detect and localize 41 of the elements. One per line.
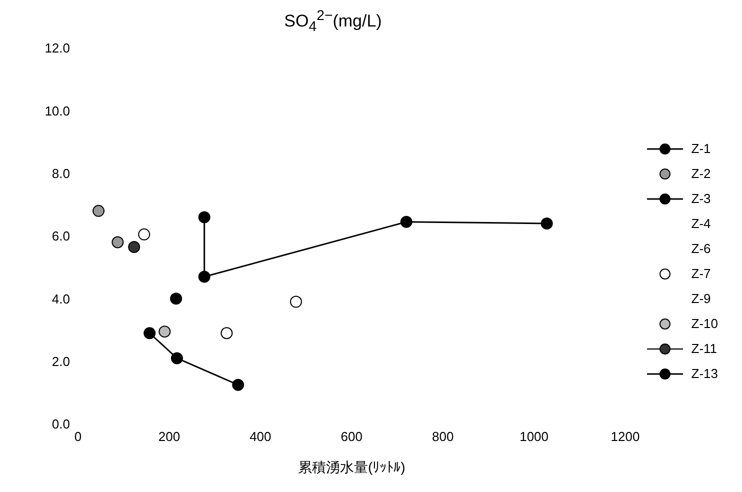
point	[220, 327, 233, 340]
y-tick-label: 2.0	[52, 354, 70, 369]
y-tick-label: 0.0	[52, 416, 70, 432]
legend-label: Z-13	[691, 366, 718, 381]
point	[144, 327, 156, 340]
point	[112, 236, 124, 248]
point	[198, 270, 210, 283]
point	[170, 292, 182, 305]
point	[290, 296, 302, 308]
point	[400, 216, 412, 228]
x-tick-label: 800	[432, 429, 454, 444]
point	[138, 228, 150, 240]
x-tick-label: 0	[74, 429, 82, 444]
chart-title: SO$_{4}$$^{2−}$(mg/L)	[283, 8, 383, 38]
legend-label: Z-1	[691, 141, 711, 156]
x-tick-label: 400	[250, 429, 272, 444]
x-tick-label: 200	[158, 429, 180, 444]
text: Z-4	[691, 216, 711, 231]
y-tick-label: 6.0	[52, 228, 70, 244]
point	[232, 378, 244, 391]
legend-label: Z-3	[691, 191, 711, 206]
x-tick-label: 600	[340, 429, 362, 444]
x-tick-label: 1000	[520, 429, 549, 444]
y-tick-label: 10.0	[44, 103, 70, 118]
point	[158, 326, 171, 338]
legend-label: Z-10	[691, 316, 718, 331]
point	[92, 204, 105, 217]
y-tick-label: 8.0	[52, 166, 70, 181]
x-axis-title: 累積湧水量(ﾘｯﾄﾙ)	[298, 459, 406, 475]
legend-label: Z-7	[691, 266, 711, 281]
point	[170, 352, 183, 364]
point	[540, 217, 553, 230]
text: Z-6	[691, 241, 711, 256]
y-tick-label: 4.0	[52, 291, 70, 306]
legend-label: Z-11	[691, 341, 718, 356]
point	[198, 211, 210, 224]
text: Z-9	[691, 291, 711, 306]
x-tick-label: 1200	[610, 429, 640, 444]
legend-label: Z-2	[691, 166, 711, 181]
y-tick-label: 12.0	[44, 40, 70, 56]
point	[128, 240, 140, 253]
